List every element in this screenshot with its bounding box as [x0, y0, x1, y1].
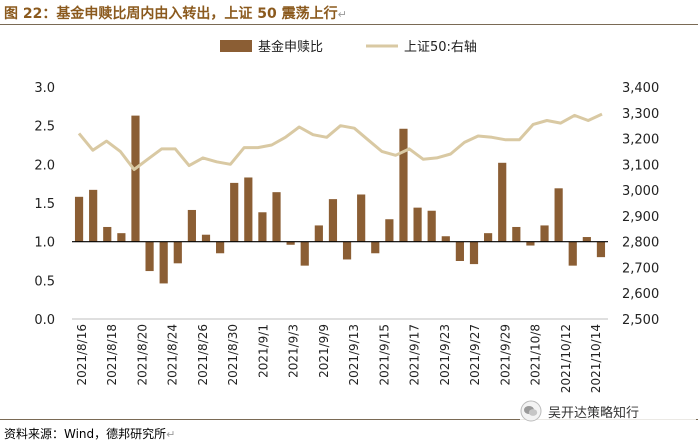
bar	[258, 212, 267, 242]
x-tick-label: 2021/8/16	[75, 324, 89, 386]
x-tick-label: 2021/9/15	[377, 324, 391, 386]
bar	[272, 192, 281, 242]
bar	[145, 241, 154, 272]
bar	[526, 241, 535, 246]
right-tick-label: 2,700	[622, 261, 659, 276]
bar-series	[74, 115, 606, 284]
bar	[427, 210, 436, 242]
bar	[89, 189, 98, 242]
bar	[244, 177, 253, 242]
left-tick-label: 1.5	[34, 197, 55, 212]
bar	[328, 199, 338, 242]
x-tick-label: 2021/10/8	[529, 324, 543, 386]
bar	[413, 207, 422, 242]
bar	[498, 162, 507, 242]
bar	[596, 241, 606, 258]
bar	[469, 241, 479, 265]
bar	[582, 237, 591, 242]
line-series	[77, 112, 603, 171]
bar	[371, 241, 380, 254]
x-tick-label: 2021/10/14	[589, 324, 603, 393]
x-tick-label: 2021/8/20	[136, 324, 150, 386]
legend: 基金申赎比 上证50:右轴	[220, 39, 477, 55]
bar	[568, 241, 577, 266]
bar	[540, 225, 549, 242]
right-tick-label: 3,100	[622, 158, 659, 173]
x-tick-label: 2021/9/9	[317, 324, 331, 378]
right-tick-label: 3,000	[622, 184, 659, 199]
title-divider	[0, 24, 698, 25]
x-tick-label: 2021/10/12	[559, 324, 573, 393]
legend-swatch-bar	[220, 40, 252, 52]
x-tick-label: 2021/8/30	[226, 324, 240, 386]
watermark-text: 吴开达策略知行	[548, 405, 640, 421]
bar	[117, 233, 126, 242]
left-tick-label: 3.0	[34, 81, 55, 96]
bar	[399, 128, 408, 242]
bar	[357, 194, 366, 242]
bar	[286, 241, 295, 245]
bar	[159, 241, 168, 284]
right-tick-label: 2,900	[622, 210, 659, 225]
left-axis: 0.0 0.5 1.0 1.5 2.0 2.5 3.0	[34, 81, 55, 328]
left-tick-label: 0.5	[34, 274, 55, 289]
right-tick-label: 3,300	[622, 107, 659, 122]
bar	[512, 226, 521, 242]
bar	[484, 233, 493, 242]
x-tick-label: 2021/9/27	[468, 324, 482, 386]
x-tick-label: 2021/8/18	[105, 324, 119, 386]
paragraph-mark: ↵	[166, 428, 176, 441]
chart: 基金申赎比 上证50:右轴 0.0 0.5 1.0 1.5 2.0 2.5 3.0 2,50…	[34, 39, 659, 393]
x-tick-label: 2021/9/29	[498, 324, 512, 386]
x-tick-label: 2021/8/26	[196, 324, 210, 386]
x-tick-label: 2021/9/23	[438, 324, 452, 386]
x-tick-label: 2021/9/13	[347, 324, 361, 386]
x-tick-label: 2021/8/24	[166, 324, 180, 386]
bar	[131, 115, 140, 242]
bar	[441, 236, 450, 242]
x-axis-labels: 2021/8/16 2021/8/18 2021/8/20 2021/8/24 2021…	[75, 324, 603, 393]
right-tick-label: 2,800	[622, 236, 659, 251]
footer-divider	[0, 419, 698, 420]
bar	[314, 225, 323, 242]
left-tick-label: 0.0	[34, 313, 55, 328]
x-tick-label: 2021/9/17	[408, 324, 422, 386]
wechat-icon	[520, 400, 542, 422]
left-tick-label: 2.0	[34, 158, 55, 173]
legend-label-bar: 基金申赎比	[258, 39, 323, 55]
chart-title: 图 22：基金申赎比周内由入转出，上证 50 震荡上行↵	[4, 6, 347, 22]
right-tick-label: 3,200	[622, 133, 659, 148]
bar	[74, 196, 84, 242]
right-tick-label: 3,400	[622, 81, 659, 96]
bar	[201, 234, 211, 242]
paragraph-mark: ↵	[337, 8, 347, 21]
bar	[554, 188, 563, 242]
bar	[342, 241, 352, 260]
legend-label-line: 上证50:右轴	[404, 40, 477, 55]
bar	[230, 182, 239, 242]
right-tick-label: 2,600	[622, 287, 659, 302]
right-axis: 2,500 2,600 2,700 2,800 2,900 3,000 3,100 3,200…	[622, 81, 659, 328]
source-note: 资料来源：Wind，德邦研究所↵	[4, 427, 176, 441]
x-tick-label: 2021/9/1	[256, 324, 270, 378]
bar	[300, 241, 309, 266]
bar	[216, 241, 225, 254]
left-tick-label: 2.5	[34, 120, 55, 135]
x-tick-label: 2021/9/3	[287, 324, 301, 378]
bar	[187, 209, 196, 242]
bar	[173, 241, 182, 264]
bar	[455, 241, 464, 261]
watermark: 吴开达策略知行	[520, 398, 696, 424]
right-tick-label: 2,500	[622, 313, 659, 328]
left-tick-label: 1.0	[34, 236, 55, 251]
bar	[103, 226, 112, 242]
bar	[385, 219, 394, 242]
